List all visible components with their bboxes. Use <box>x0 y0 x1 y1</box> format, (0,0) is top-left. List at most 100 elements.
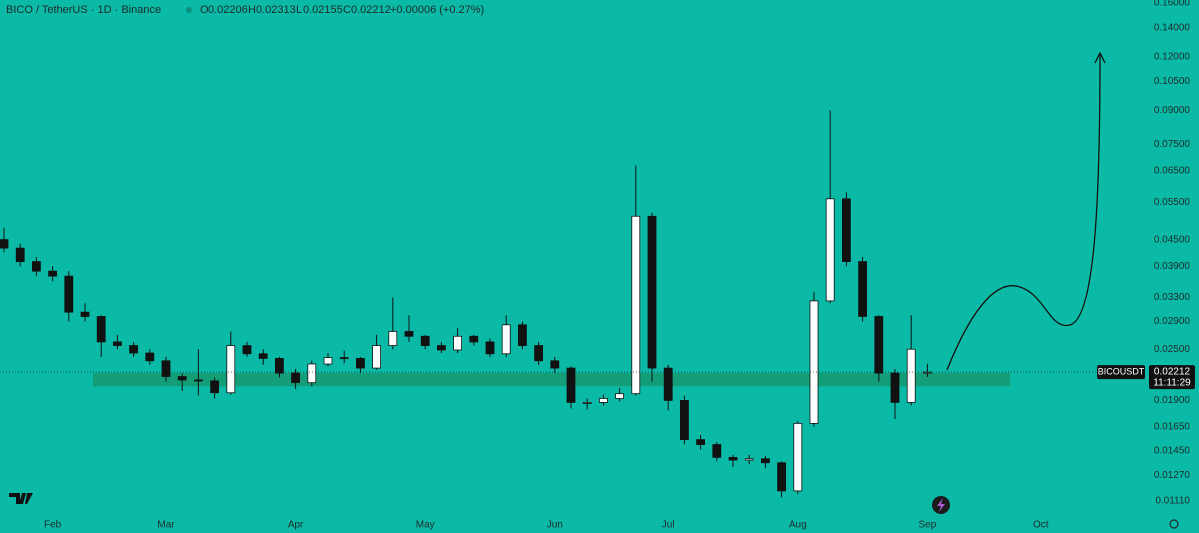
candle-body <box>825 198 835 302</box>
candle-body <box>64 275 74 313</box>
change: +0.00006 (+0.27%) <box>390 4 484 16</box>
candle-body <box>599 398 608 403</box>
candle-body <box>906 348 916 403</box>
close-value: 0.02212 <box>351 4 391 16</box>
y-tick-label: 0.07500 <box>1154 139 1191 150</box>
header: BICO / TetherUS · 1D · Binance O 0.02206… <box>6 4 484 16</box>
candle-body <box>177 376 187 381</box>
candle-body <box>15 247 25 262</box>
x-tick-label: Jul <box>662 520 675 531</box>
status-dot <box>186 7 192 13</box>
candle-body <box>663 367 673 401</box>
x-tick-label: Aug <box>789 520 807 531</box>
candle-body <box>890 372 900 403</box>
candle-body <box>258 353 268 359</box>
x-tick-label: Mar <box>157 520 175 531</box>
candle-body <box>809 300 819 424</box>
candle-body <box>680 400 689 441</box>
candle-body <box>404 331 414 337</box>
candle-body <box>226 345 236 394</box>
candle-body <box>80 311 90 317</box>
y-tick-label: 0.01900 <box>1154 395 1191 406</box>
y-tick-label: 0.09000 <box>1154 105 1191 116</box>
candle-body <box>501 324 511 355</box>
candle-body <box>129 345 139 354</box>
candle-body <box>0 239 9 249</box>
projection-arrowhead <box>1094 51 1106 64</box>
candle-body <box>193 379 203 382</box>
y-tick-label: 0.16000 <box>1154 0 1191 9</box>
y-tick-label: 0.14000 <box>1154 23 1191 34</box>
candle-body <box>420 335 430 346</box>
candle-body <box>32 261 41 272</box>
price-tag: 0.02212 <box>1154 367 1191 378</box>
candle-body <box>744 458 754 461</box>
y-tick-label: 0.10500 <box>1154 76 1191 87</box>
y-tick-label: 0.01650 <box>1154 421 1191 432</box>
candle-body <box>582 402 592 404</box>
y-tick-label: 0.06500 <box>1154 166 1191 177</box>
tv-logo <box>9 493 33 504</box>
symbol: BICO / TetherUS · 1D · Binance <box>6 4 161 16</box>
candle-body <box>48 270 57 277</box>
high-label: H <box>248 4 256 16</box>
candle-body <box>631 215 641 395</box>
candle-body <box>550 360 560 369</box>
x-tick-label: Apr <box>288 520 304 531</box>
x-tick-label: May <box>416 520 435 531</box>
candle-body <box>469 335 479 343</box>
low-label: L <box>296 4 302 16</box>
projection-curve <box>946 54 1101 371</box>
y-tick-label: 0.01110 <box>1155 495 1190 506</box>
candle-body <box>712 444 722 458</box>
candle-body <box>518 324 527 346</box>
candle-body <box>210 380 220 394</box>
candle-body <box>388 331 398 346</box>
candle-body <box>485 341 495 355</box>
candle-body <box>874 316 884 374</box>
x-tick-label: Sep <box>919 520 937 531</box>
candle-body <box>453 335 463 351</box>
y-tick-label: 0.02500 <box>1154 344 1191 355</box>
candle-body <box>307 363 317 384</box>
close-label: C <box>343 4 351 16</box>
candles <box>0 110 932 498</box>
support-zone <box>93 373 1010 387</box>
candle-body <box>615 393 624 399</box>
candle-body <box>793 422 803 492</box>
price-tag-bg <box>1149 365 1195 390</box>
y-tick-label: 0.04500 <box>1154 234 1191 245</box>
candle-body <box>436 345 446 351</box>
candle-body <box>355 358 365 369</box>
candle-body <box>534 345 543 362</box>
candle-body <box>647 215 657 369</box>
x-tick-label: Jun <box>547 520 563 531</box>
candle-body <box>842 198 851 262</box>
y-tick-label: 0.12000 <box>1154 51 1191 62</box>
y-tick-label: 0.01270 <box>1154 470 1191 481</box>
candle-body <box>761 458 770 464</box>
countdown: 11:11:29 <box>1153 378 1191 389</box>
candle-body <box>161 360 171 377</box>
zone-layer <box>93 373 1010 387</box>
candle-body <box>777 462 786 492</box>
settings-icon[interactable] <box>1169 519 1179 529</box>
series-tag-bg <box>1097 365 1145 380</box>
candle-body <box>96 316 106 343</box>
open-value: 0.02206 <box>208 4 248 16</box>
x-tick-label: Oct <box>1033 520 1049 531</box>
candle-body <box>566 367 576 403</box>
y-tick-label: 0.03900 <box>1154 261 1191 272</box>
y-tick-label: 0.03300 <box>1154 292 1191 303</box>
candle-body <box>696 439 705 445</box>
x-tick-label: Feb <box>44 520 62 531</box>
candle-body <box>145 352 155 362</box>
event-icon <box>932 496 950 514</box>
candle-body <box>858 261 867 317</box>
candle-body <box>113 341 122 346</box>
candle-body <box>339 357 349 360</box>
candle-body <box>372 345 382 369</box>
series-tag: BICOUSDT <box>1098 366 1145 376</box>
